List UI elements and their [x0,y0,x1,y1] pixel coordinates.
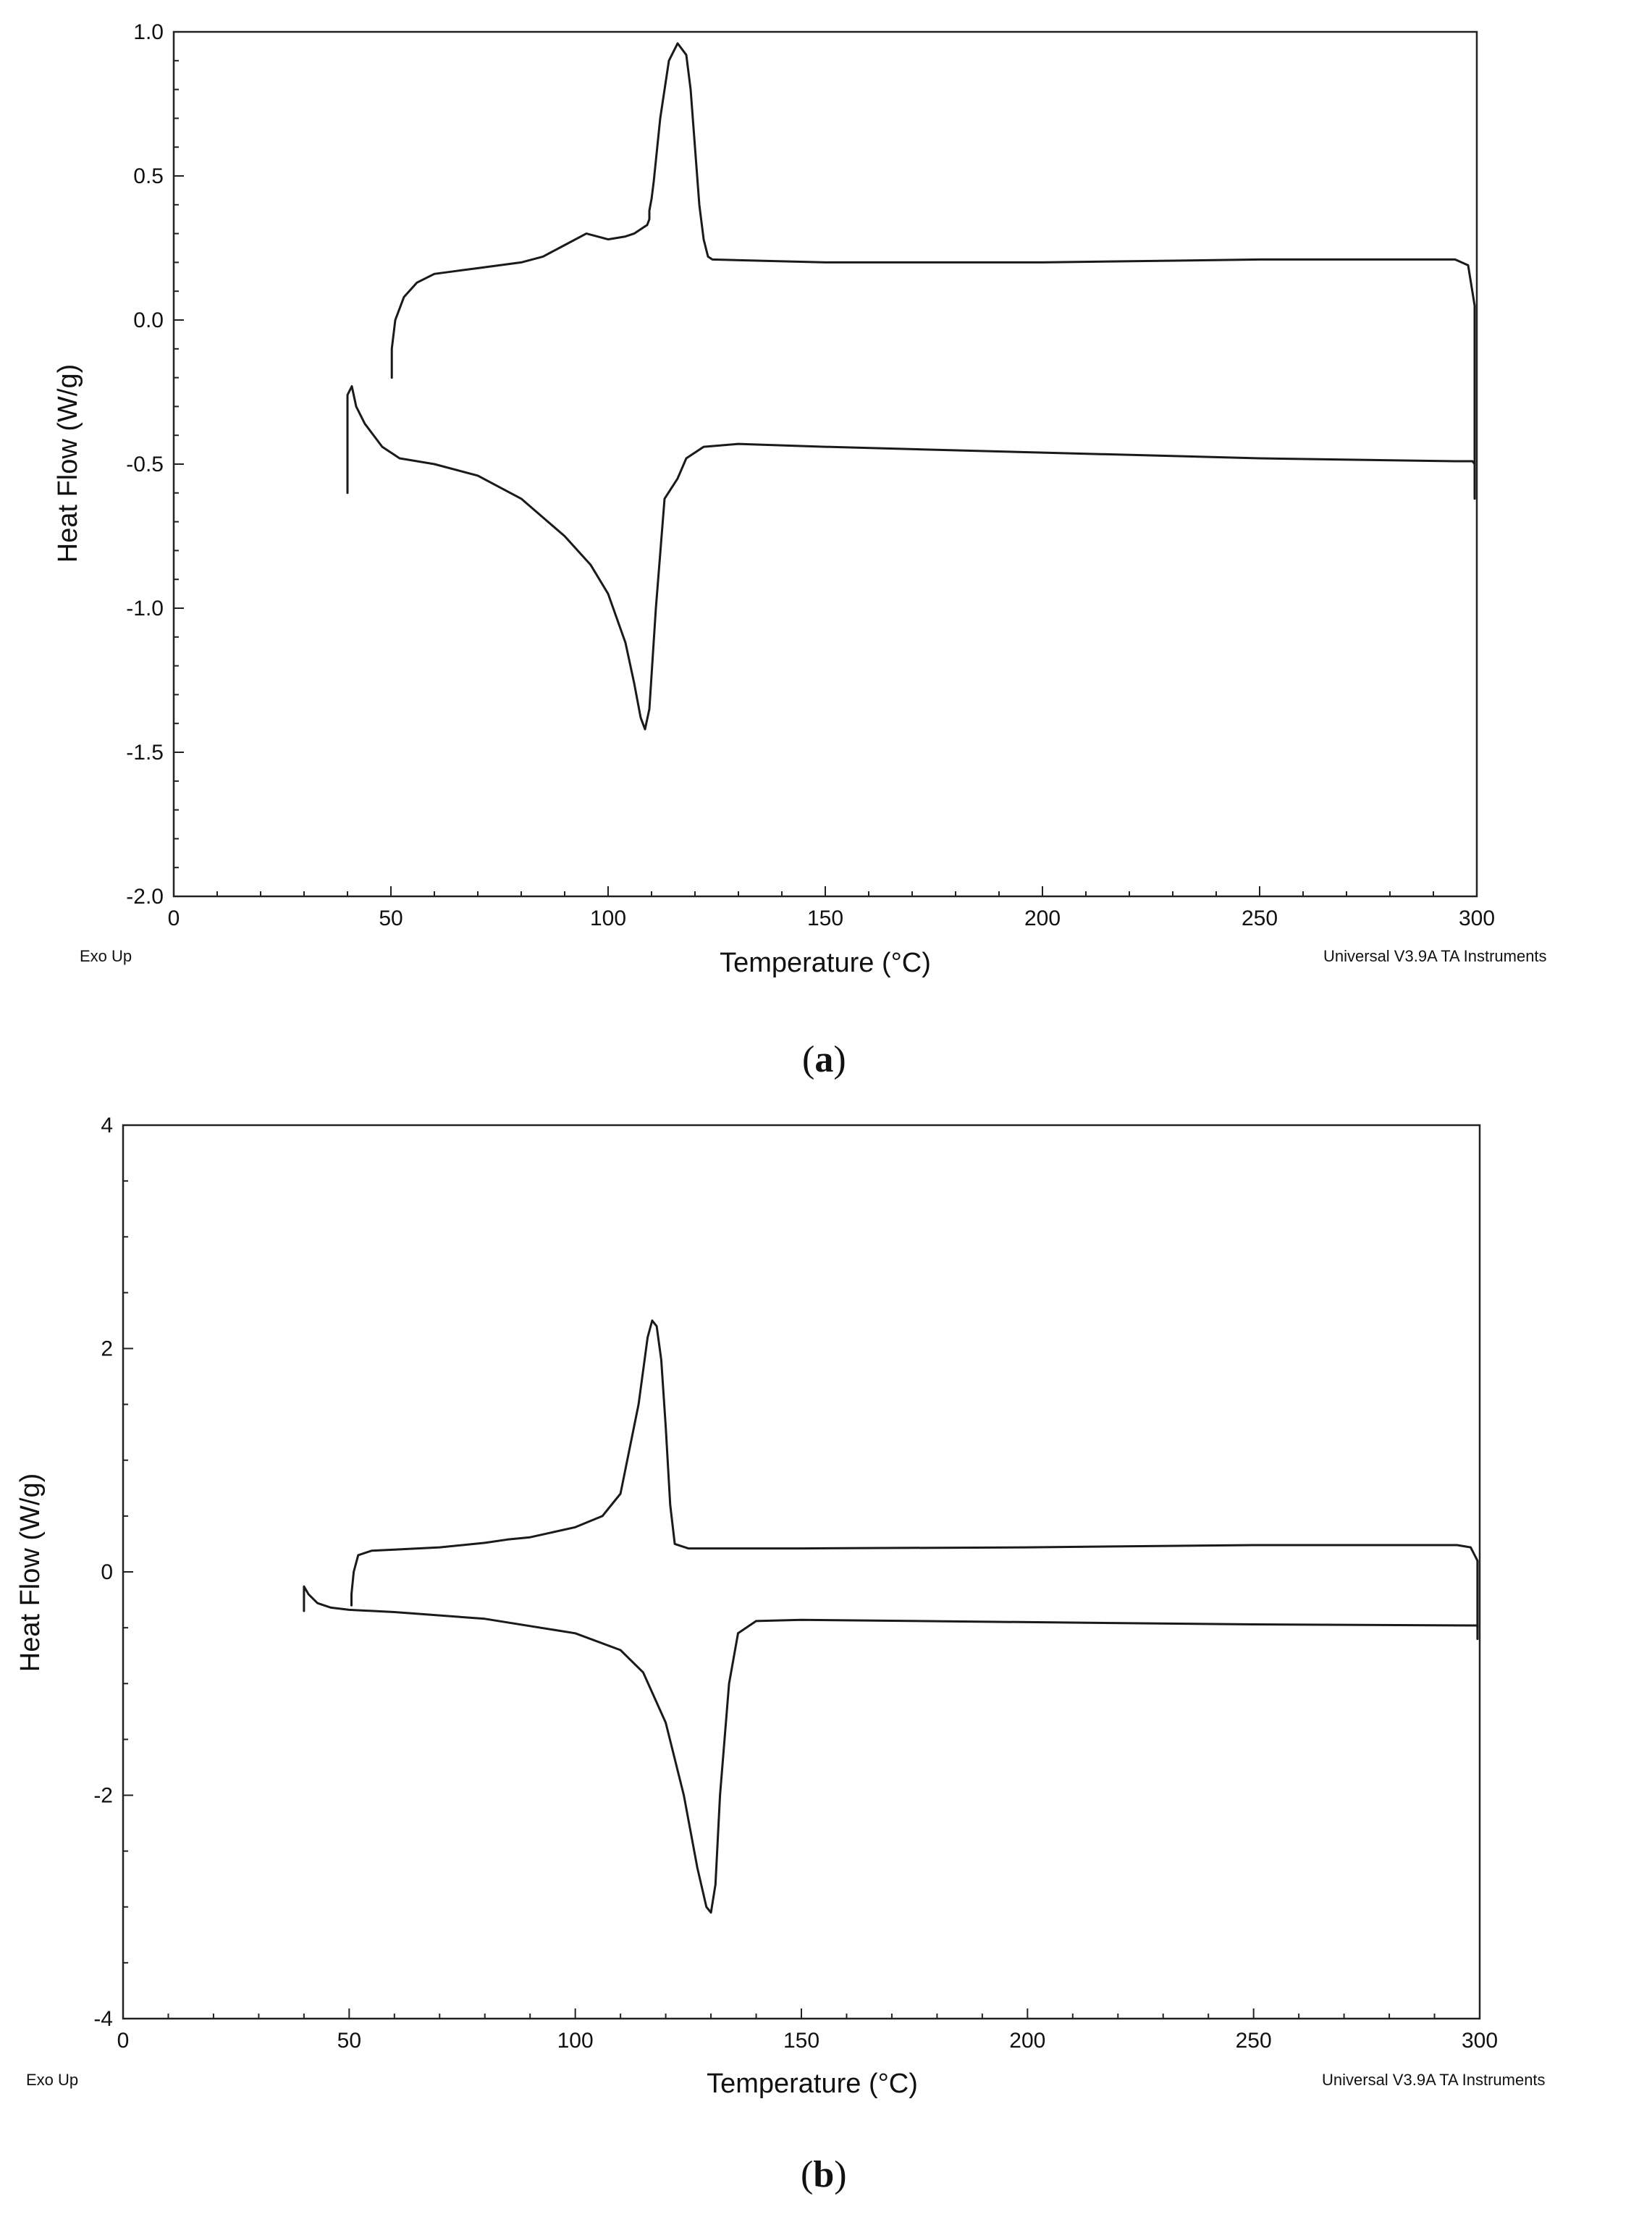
x-axis-b: 0 50 100 150 200 250 300 [117,2008,1498,2053]
x-axis-title-a: Temperature (°C) [720,948,931,978]
x-tick-label: 50 [379,906,403,930]
panel-b: 0 50 100 150 200 250 300 4 2 0 -2 -4 Temperature (… [15,1114,1546,2195]
y-axis-a: 1.0 0.5 0.0 -0.5 -1.0 -1.5 -2.0 [126,20,184,909]
x-tick-label: 200 [1009,2029,1045,2053]
x-tick-label: 150 [807,906,843,930]
panel-letter-a: a [814,1039,833,1080]
y-tick-label: -1.5 [126,741,164,765]
x-tick-label: 150 [783,2029,819,2053]
panel-label-a: (a) [802,1039,846,1080]
x-tick-label: 100 [557,2029,594,2053]
y-tick-label: 0.5 [133,164,164,188]
x-tick-label: 0 [168,906,180,930]
plot-frame-a [172,30,1478,898]
series-line-heating [303,1585,1479,1914]
series-line-heating [346,385,1476,731]
instrument-note-a: Universal V3.9A TA Instruments [1323,947,1547,965]
y-tick-label: -4 [93,2007,113,2031]
panel-letter-b: b [813,2154,834,2195]
curves-b [303,1319,1479,1914]
y-tick-label: -0.5 [126,453,164,476]
series-line-cooling [390,42,1476,495]
y-tick-label: 0 [101,1560,113,1584]
plot-frame-b [122,1124,1481,2020]
x-tick-label: 200 [1024,906,1061,930]
x-tick-label: 100 [590,906,626,930]
y-tick-label: 1.0 [133,20,164,44]
exo-up-note-b: Exo Up [26,2071,78,2089]
x-tick-label: 300 [1459,906,1495,930]
curves-a [346,42,1476,731]
svg-text:(b): (b) [801,2154,847,2195]
x-tick-label: 250 [1236,2029,1272,2053]
y-tick-label: 2 [101,1337,113,1361]
y-tick-label: -2.0 [126,885,164,909]
panel-a: 0 50 100 150 200 250 300 1.0 0.5 0.0 -0.5 -1.0 -1.5… [53,20,1547,1080]
x-axis-a: 0 50 100 150 200 250 300 [168,886,1495,930]
y-tick-label: -2 [93,1784,113,1808]
panel-label-b: (b) [801,2154,847,2195]
y-axis-title-a: Heat Flow (W/g) [53,364,83,563]
svg-text:(a): (a) [802,1039,846,1080]
x-tick-label: 300 [1462,2029,1498,2053]
y-tick-label: -1.0 [126,597,164,620]
x-axis-title-b: Temperature (°C) [707,2069,918,2099]
exo-up-note-a: Exo Up [80,947,132,965]
x-tick-label: 0 [117,2029,130,2053]
y-tick-label: 0.0 [133,308,164,332]
x-tick-label: 250 [1242,906,1278,930]
y-axis-title-b: Heat Flow (W/g) [15,1473,46,1672]
y-axis-b: 4 2 0 -2 -4 [93,1114,133,2031]
instrument-note-b: Universal V3.9A TA Instruments [1322,2071,1546,2089]
y-tick-label: 4 [101,1114,113,1137]
series-line-cooling [350,1319,1479,1629]
x-tick-label: 50 [337,2029,361,2053]
